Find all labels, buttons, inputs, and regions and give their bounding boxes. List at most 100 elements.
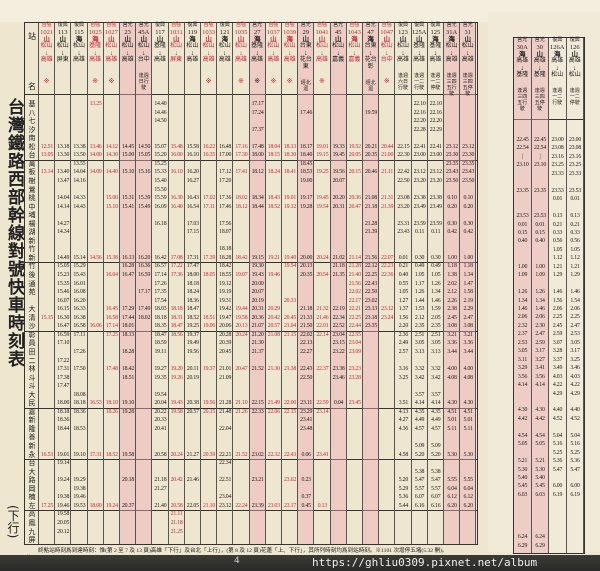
- time-cell: 23.33: [568, 170, 582, 177]
- time-cell: 16.06: [89, 323, 102, 330]
- train-number: 125A: [411, 29, 427, 36]
- time-cell: 6.20: [463, 502, 474, 509]
- time-cell: 13.14: [40, 169, 54, 176]
- time-cell: 15.59: [154, 195, 167, 202]
- time-cell: 21.52: [235, 451, 248, 458]
- time-cell: 20.46: [364, 169, 378, 176]
- train-type: 自強: [268, 23, 279, 28]
- time-cell: 20.36: [348, 195, 361, 202]
- time-cell: 13.30: [57, 152, 70, 159]
- time-cell: 23.33: [551, 170, 564, 177]
- train-number: 45A: [138, 29, 150, 36]
- time-cell: 21.18: [154, 477, 167, 484]
- station-name: 善: [28, 433, 36, 442]
- origin-station: 高雄: [516, 58, 529, 64]
- time-cell: 20.15: [202, 408, 216, 415]
- train-column-31: 莒光 31 山松山 ↓ 高雄 逢週三四五停駛 23.12 23.30 23.35 23.43 23.…: [460, 23, 477, 544]
- time-cell: 16.45: [105, 306, 118, 313]
- time-cell: 1.26: [535, 289, 545, 296]
- time-cell: 23.12: [445, 143, 459, 150]
- time-cell: 23.12: [413, 169, 426, 176]
- time-cell: 4.30: [517, 407, 528, 414]
- train-header: 復興 125A 山基隆 ↓ 高雄 逢週一二行駛: [412, 23, 427, 92]
- train-type: 復興: [57, 23, 68, 28]
- arrow-down-icon: ↓: [109, 49, 114, 57]
- time-cell: 21.39: [364, 229, 378, 236]
- train-column-1021: 自強 1021 山松山 ↓ 高雄 ※ 12.51 13.05 13.14 15.15 16.53 17…: [39, 23, 56, 544]
- time-cell: 18.18: [170, 306, 183, 313]
- time-cell: 23.13: [364, 306, 378, 313]
- station-name: 高: [28, 510, 36, 519]
- train-column-30: 莒光 30 山高雄 ↓ 基隆 逢週三四五停駛 22.45 22.54 | 23.10 23.35 23…: [531, 38, 549, 553]
- time-cell: 17.16: [235, 143, 248, 150]
- section-divider: [25, 407, 477, 409]
- train-header: 自強 1037 山松山 ↓ 高雄 ※: [266, 23, 281, 85]
- time-cell: 0.33: [552, 229, 563, 236]
- time-cell: 16.28: [121, 263, 135, 270]
- time-cell: 22.20: [429, 118, 442, 125]
- time-cell: 3.13: [414, 348, 425, 355]
- time-cell: 17.15: [186, 229, 199, 236]
- route-line: 海: [189, 36, 196, 43]
- time-cell: 21.25: [170, 528, 183, 535]
- time-cell: 20.19: [186, 374, 199, 381]
- time-cell: 18.52: [186, 314, 199, 321]
- time-cell: 18.18: [57, 408, 70, 415]
- station-name: 後: [28, 271, 36, 279]
- time-cell: 4.40: [570, 407, 580, 414]
- time-cell: 3.11: [517, 356, 528, 363]
- station-name: 九: [28, 527, 36, 536]
- time-cell: 18.59: [154, 340, 167, 347]
- time-cell: 16.53: [40, 451, 54, 458]
- time-cell: 1.00: [463, 254, 474, 261]
- time-cell: 17.08: [170, 254, 183, 261]
- page-number: 4: [234, 556, 240, 566]
- time-cell: 0.40: [517, 238, 528, 245]
- time-cell: 19.54: [316, 203, 329, 210]
- time-cell: 19.56: [202, 400, 216, 407]
- station-name: 松: [28, 142, 36, 151]
- time-cell: 19.52: [348, 143, 361, 150]
- time-cell: 2.30: [535, 322, 545, 329]
- time-cell: 22.20: [413, 118, 426, 125]
- time-cell: 20.00: [251, 280, 264, 287]
- time-cell: 0.30: [431, 254, 441, 261]
- time-cell: 15.43: [73, 272, 86, 278]
- station-name: 楊: [28, 219, 36, 228]
- time-cell: 3.32: [414, 366, 425, 373]
- destination-station: 高雄: [251, 57, 264, 63]
- destination-station: 高雄: [396, 57, 409, 63]
- time-cell: 22.19: [332, 306, 345, 313]
- time-cell: 15.00: [121, 152, 135, 159]
- time-cell: 17.30: [235, 152, 248, 159]
- time-cell: 1.12: [552, 255, 563, 262]
- time-cell: 5.21: [517, 458, 528, 465]
- time-cell: 21.08: [364, 195, 378, 202]
- time-cell: 18.17: [300, 143, 313, 150]
- time-cell: 21.18: [300, 306, 313, 313]
- time-cell: 23.45: [348, 400, 361, 407]
- watermark-url: https://ghliu0309.pixnet.net/album: [312, 556, 538, 569]
- time-cell: 21.48: [219, 408, 232, 415]
- station-name: 沙: [28, 322, 36, 331]
- train-column-1035: 自強 1035 山松山 ↓ 高雄 ※ 17.16 17.30 17.41 18.02 18.12 18…: [233, 23, 250, 544]
- route-line: 山: [571, 51, 579, 58]
- time-cell: 13.40: [57, 169, 70, 176]
- time-cell: 5.47: [552, 466, 563, 473]
- time-cell: 18.45: [300, 160, 313, 167]
- train-header: 自強 1047 山松山 ↓ 台中 ※: [379, 23, 394, 85]
- time-cell: 6.24: [535, 534, 545, 541]
- time-cell: 23.02: [283, 477, 297, 484]
- destination-station: 基隆: [516, 72, 529, 78]
- time-cell: 22.16: [413, 109, 426, 116]
- time-cell: 20.37: [121, 502, 135, 509]
- time-cell: 15.33: [154, 169, 167, 176]
- time-cell: 19.29: [73, 477, 86, 484]
- time-cell: 4.35: [431, 408, 441, 415]
- time-cell: 19.15: [251, 254, 264, 261]
- time-cell: 17.14: [154, 272, 167, 278]
- time-cell: 5.09: [414, 443, 425, 449]
- time-cell: 4.52: [552, 415, 563, 422]
- time-cell: 4.40: [552, 407, 563, 414]
- time-cell: 5.11: [463, 425, 473, 432]
